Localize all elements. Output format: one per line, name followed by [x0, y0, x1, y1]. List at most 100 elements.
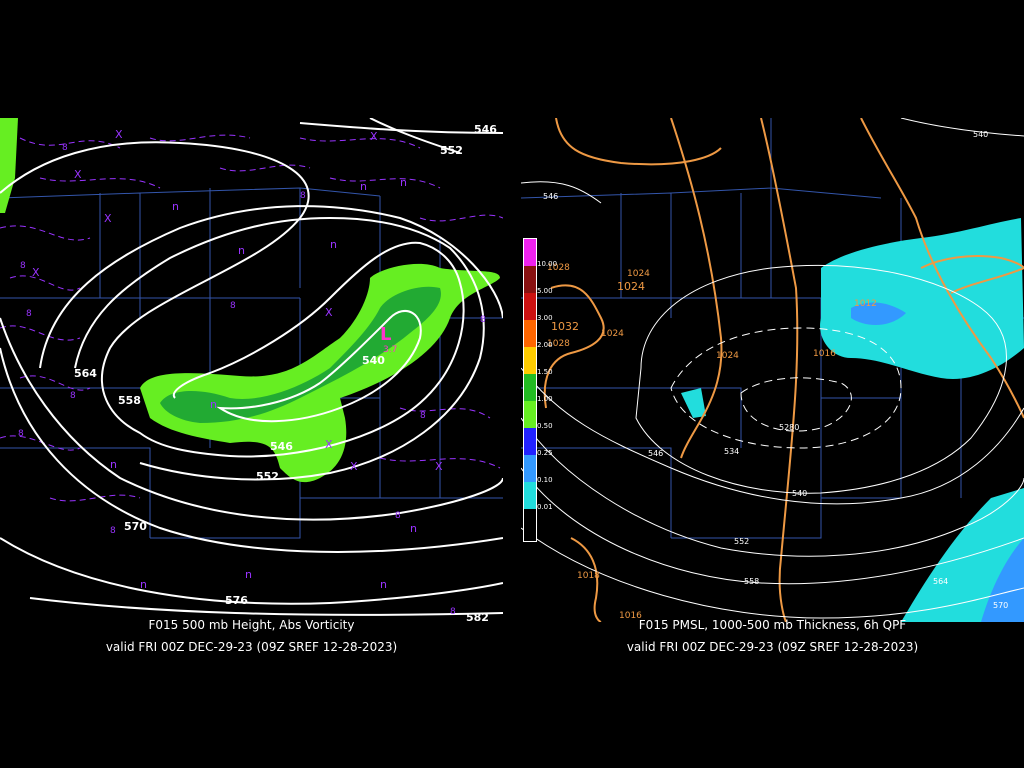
legend-swatch	[524, 320, 536, 347]
pressure-label: 1032	[551, 320, 579, 333]
qpf-fill-small	[681, 388, 706, 418]
thickness-label: 546	[648, 449, 663, 458]
legend-label: 3.00	[537, 314, 553, 322]
thickness-label: 564	[933, 577, 948, 586]
min-mark: n	[410, 522, 417, 535]
min-mark: n	[140, 578, 147, 591]
low-center-symbol: L	[380, 324, 391, 345]
pressure-label: 1012	[854, 299, 877, 309]
vort-label: 8	[480, 315, 486, 325]
min-mark: n	[245, 568, 252, 581]
pmsl-thickness-map: 540 546 534 5280 546 540 552 558 564 570…	[521, 118, 1024, 622]
min-mark: n	[400, 176, 407, 189]
max-mark: X	[32, 266, 40, 279]
max-mark: X	[115, 128, 123, 141]
pressure-labels: 1028 1024 1024 1032 1028 1024 1024 1012 …	[547, 263, 877, 621]
height-contours	[0, 118, 503, 616]
min-mark: n	[210, 398, 217, 411]
max-marks: X X X X X X X X X	[32, 128, 443, 473]
legend-swatch	[524, 428, 536, 455]
height-label: 540	[362, 354, 385, 367]
min-mark: n	[330, 238, 337, 251]
height-label: 552	[440, 144, 463, 157]
min-mark: n	[360, 180, 367, 193]
vort-label: 8	[420, 411, 426, 421]
pressure-label: 1028	[547, 263, 570, 273]
pmsl-thickness-map-panel: 540 546 534 5280 546 540 552 558 564 570…	[521, 118, 1024, 622]
legend-label: 0.01	[537, 503, 553, 511]
legend-label: 0.25	[537, 449, 553, 457]
max-mark: X	[325, 306, 333, 319]
right-caption-valid: valid FRI 00Z DEC-29-23 (09Z SREF 12-28-…	[626, 640, 919, 654]
pressure-label: 1024	[716, 351, 739, 361]
pressure-label: 1024	[627, 269, 650, 279]
max-mark: X	[435, 460, 443, 473]
legend-label: 10.00	[537, 260, 558, 268]
legend-label: 0.50	[537, 422, 553, 430]
height-label: 576	[225, 594, 248, 607]
isobars	[543, 118, 1024, 622]
vorticity-map: L 3.7 546 552 546 540 558 552 564 570 57…	[0, 118, 503, 622]
legend-swatch	[524, 347, 536, 374]
legend-label: 0.10	[537, 476, 553, 484]
min-mark: n	[380, 578, 387, 591]
pressure-label: 1024	[601, 329, 624, 339]
min-mark: n	[172, 200, 179, 213]
height-label: 546	[474, 123, 497, 136]
height-label: 546	[270, 440, 293, 453]
thickness-labels: 540 546 534 5280 546 540 552 558 564 570	[543, 130, 1008, 610]
legend-label: 1.50	[537, 368, 553, 376]
qpf-fill-southeast-mid	[981, 538, 1024, 622]
vort-label: 8	[450, 607, 456, 617]
legend-swatch	[524, 239, 536, 266]
left-caption-title: F015 500 mb Height, Abs Vorticity	[148, 618, 355, 632]
vort-label: 8	[18, 429, 24, 439]
vorticity-map-panel: L 3.7 546 552 546 540 558 552 564 570 57…	[0, 118, 503, 622]
height-label: 552	[256, 470, 279, 483]
qpf-fill-mid	[851, 302, 906, 325]
vort-label: 8	[20, 261, 26, 271]
vort-label: 8	[62, 143, 68, 153]
legend-swatch	[524, 266, 536, 293]
vort-label: 8	[70, 391, 76, 401]
pressure-label: 1024	[617, 280, 645, 293]
max-mark: X	[370, 130, 378, 143]
legend-swatch	[524, 482, 536, 509]
thickness-label: 534	[724, 447, 739, 456]
thickness-label: 546	[543, 192, 558, 201]
qpf-legend	[523, 238, 537, 542]
legend-swatch	[524, 401, 536, 428]
legend-label: 1.00	[537, 395, 553, 403]
max-mark: X	[74, 168, 82, 181]
legend-label: 2.00	[537, 341, 553, 349]
vorticity-fill-dark	[160, 286, 441, 423]
pressure-label: 1018	[577, 571, 600, 581]
max-mark: X	[104, 212, 112, 225]
thickness-label: 540	[792, 489, 807, 498]
vorticity-labels: 8 8 8 8 8 8 8 8 8 8 8 8	[18, 143, 486, 617]
height-labels: 546 552 546 540 558 552 564 570 576 582	[74, 123, 497, 622]
min-mark: n	[110, 458, 117, 471]
low-center-value: 3.7	[383, 345, 397, 355]
min-marks: n n n n n n n n n n n	[110, 176, 417, 591]
vort-label: 8	[110, 526, 116, 536]
legend-swatch-none	[524, 509, 536, 541]
legend-label: 5.00	[537, 287, 553, 295]
qpf-legend-labels: 10.00 5.00 3.00 2.00 1.50 1.00 0.50 0.25…	[537, 238, 558, 511]
height-label: 564	[74, 367, 97, 380]
legend-swatch	[524, 455, 536, 482]
min-mark: n	[238, 244, 245, 257]
pressure-label: 1028	[547, 339, 570, 349]
thickness-label: 5280	[779, 423, 799, 432]
height-label: 582	[466, 611, 489, 622]
max-mark: X	[325, 438, 333, 451]
left-caption-valid: valid FRI 00Z DEC-29-23 (09Z SREF 12-28-…	[105, 640, 398, 654]
thickness-contours	[521, 118, 1024, 619]
legend-swatch	[524, 374, 536, 401]
right-caption-title: F015 PMSL, 1000-500 mb Thickness, 6h QPF	[638, 618, 907, 632]
height-label: 558	[118, 394, 141, 407]
vort-label: 8	[300, 191, 306, 201]
legend-swatch	[524, 293, 536, 320]
vort-label: 8	[230, 301, 236, 311]
thickness-label: 558	[744, 577, 759, 586]
